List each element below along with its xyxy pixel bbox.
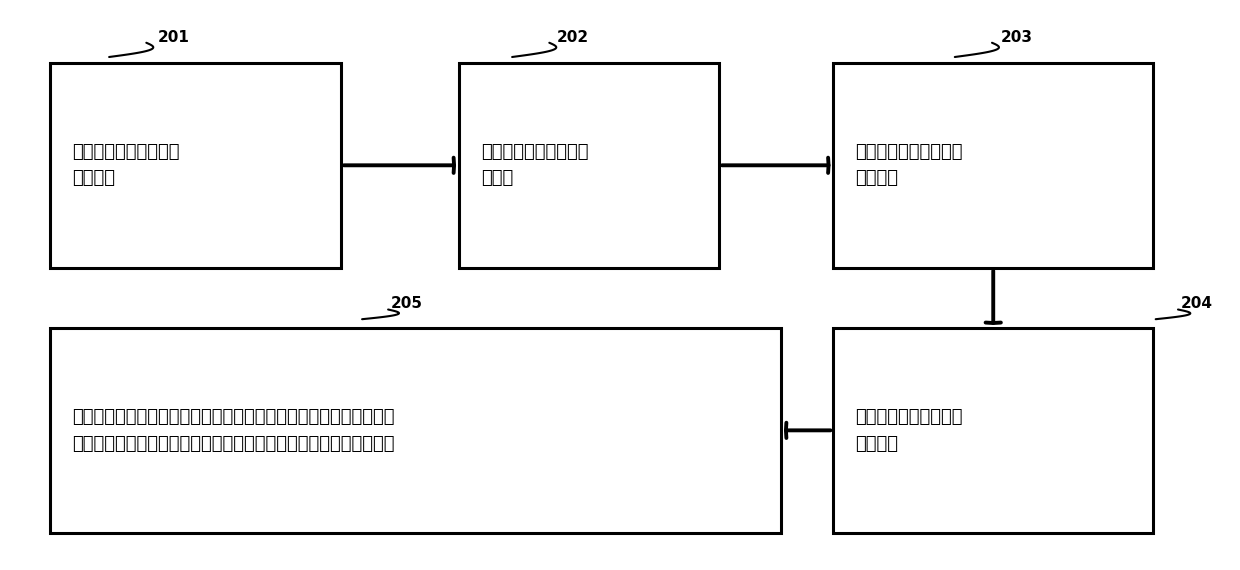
Bar bbox=[833, 63, 1153, 268]
Bar bbox=[833, 328, 1153, 533]
Text: 对经过细粒度和粗粒度处理后的基于目标序列的原文本字词特征和基
于原文本的目标序列的字词特征进行特征合成，得到最终的文本特征: 对经过细粒度和粗粒度处理后的基于目标序列的原文本字词特征和基 于原文本的目标序列… bbox=[72, 408, 394, 453]
Bar bbox=[50, 63, 341, 268]
Text: 目标序列到原文本的粗
粒度计算: 目标序列到原文本的粗 粒度计算 bbox=[856, 143, 963, 188]
Text: 原文本到目标序列细粒
度计算: 原文本到目标序列细粒 度计算 bbox=[481, 143, 589, 188]
Text: 205: 205 bbox=[391, 296, 423, 311]
Text: 201: 201 bbox=[157, 30, 190, 44]
Bar bbox=[50, 328, 781, 533]
Text: 原文本到目标序列的粗
粒度计算: 原文本到目标序列的粗 粒度计算 bbox=[856, 408, 963, 453]
Text: 204: 204 bbox=[1180, 296, 1213, 311]
Text: 203: 203 bbox=[1001, 30, 1033, 44]
Bar bbox=[459, 63, 719, 268]
Text: 目标序列到原文本的细
粒度计算: 目标序列到原文本的细 粒度计算 bbox=[72, 143, 180, 188]
Text: 202: 202 bbox=[557, 30, 589, 44]
